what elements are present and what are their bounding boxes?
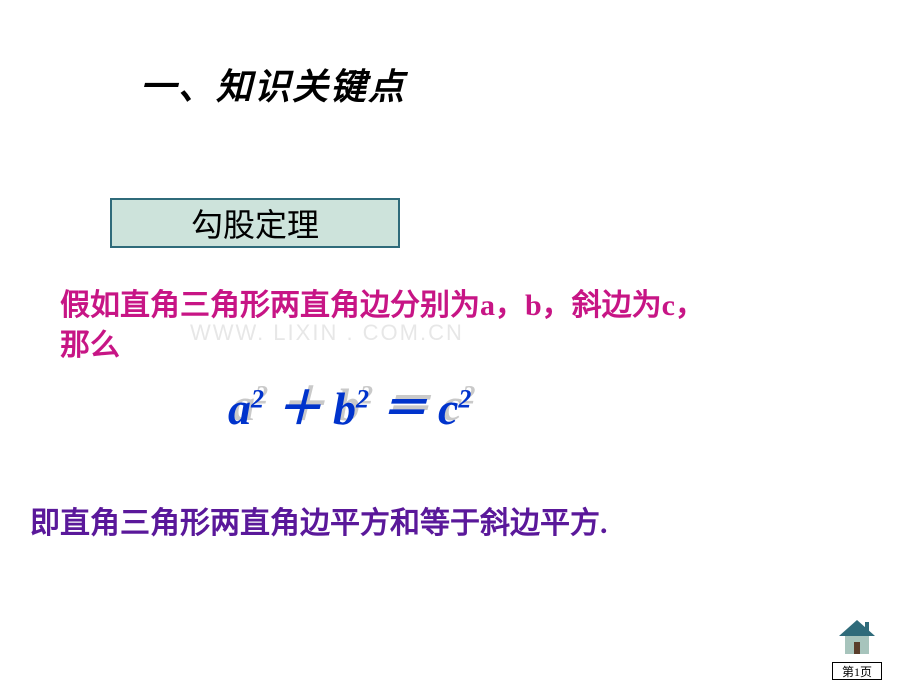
- formula-sq: 2: [356, 385, 369, 414]
- formula-main: a2 ＋ b2 ＝ c2: [228, 372, 628, 438]
- formula-sq: 2: [251, 385, 264, 414]
- statement-line2: 那么: [60, 320, 120, 364]
- section-title: 一、知识关键点: [140, 58, 406, 110]
- statement-line1: 假如直角三角形两直角边分别为a，b，斜边为c，: [60, 280, 705, 324]
- home-icon[interactable]: [836, 616, 878, 658]
- formula-a: a: [228, 383, 251, 434]
- conclusion: 即直角三角形两直角边平方和等于斜边平方.: [30, 498, 608, 542]
- theorem-name-box: 勾股定理: [110, 198, 400, 248]
- formula: a2 ＋ b2 ＝ c2 a2 ＋ b2 ＝ c2: [228, 372, 628, 432]
- home-svg: [836, 616, 878, 658]
- formula-plus: ＋: [276, 383, 322, 434]
- slide: 一、知识关键点 勾股定理 WWW. LIXIN . COM.CN 假如直角三角形…: [0, 0, 920, 690]
- formula-eq: ＝: [381, 383, 427, 434]
- page-number: 第1页: [832, 662, 882, 680]
- formula-b: b: [333, 383, 356, 434]
- formula-c: c: [438, 383, 458, 434]
- formula-sq: 2: [458, 385, 471, 414]
- home-door: [854, 642, 860, 654]
- home-roof: [839, 620, 875, 636]
- home-chimney: [865, 622, 869, 631]
